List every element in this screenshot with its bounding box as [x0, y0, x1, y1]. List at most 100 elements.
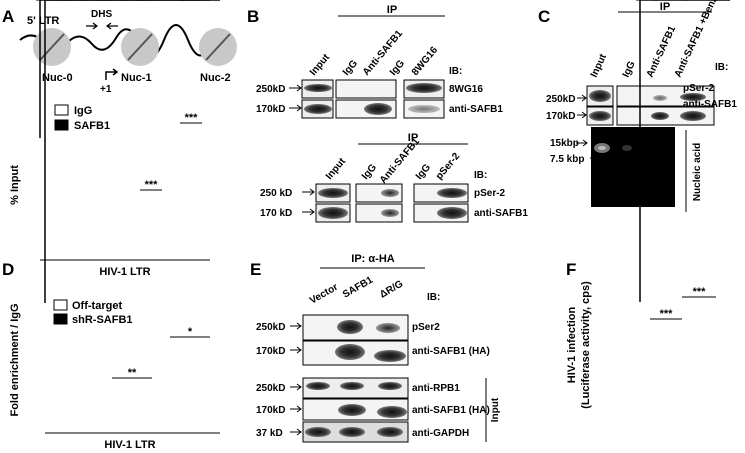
- significance-label: **: [128, 367, 137, 379]
- panel-letter-b: B: [247, 7, 259, 26]
- arrow-icon: [289, 104, 302, 112]
- mw-label: 250kD: [256, 383, 285, 394]
- mw-label: 170kD: [256, 104, 285, 115]
- y-tick-label: 0.5: [20, 0, 34, 3]
- arrow-icon: [590, 154, 600, 162]
- blot-anti-safb1: [301, 99, 445, 119]
- ib-label: pSer-2: [683, 83, 715, 94]
- lane-label: Input: [324, 156, 349, 182]
- category-label: Nuc-1: [131, 0, 162, 3]
- ib-label: anti-SAFB1: [474, 208, 528, 219]
- size-marker-label: 15kbp: [550, 138, 579, 149]
- y-tick-label: 0.4: [20, 0, 34, 3]
- arrow-icon: [302, 208, 315, 216]
- panel-f: F 0200004000060000VectorSAFB1ΔR/G****** …: [566, 0, 730, 409]
- tss-label: +1: [100, 84, 112, 95]
- input-label: Input: [490, 397, 501, 422]
- panel-a: A 5' LTR DHS +1 Nuc-0 Nuc-1 Nuc-2 00.10.…: [2, 0, 237, 278]
- legend-label-safb1: SAFB1: [74, 120, 110, 132]
- ib-label: 8WG16: [449, 84, 483, 95]
- lane-label: pSer-2: [434, 151, 463, 182]
- blot-pser2: [302, 314, 409, 341]
- panel-letter-a: A: [2, 7, 14, 26]
- category-label: Nuc-0: [46, 0, 77, 3]
- significance-label: ***: [693, 286, 707, 298]
- ib-label: IB:: [474, 170, 487, 181]
- category-label: Nuc-0: [59, 0, 90, 3]
- category-label: ΔR/G: [701, 0, 728, 3]
- legend-swatch-off-target: [53, 299, 68, 311]
- y-tick-label: 12: [27, 0, 39, 3]
- mw-label: 170 kD: [260, 208, 292, 219]
- panel-letter-f: F: [566, 260, 576, 279]
- nuc-label: Nuc-1: [121, 72, 152, 84]
- nucleosome-icon: [121, 28, 159, 66]
- ib-label: anti-GAPDH: [412, 428, 469, 439]
- lane-label: Input: [308, 52, 333, 78]
- ltr-label: 5' LTR: [27, 15, 59, 27]
- ib-label: anti-SAFB1 (HA): [412, 405, 490, 416]
- ip-label: IP: [408, 132, 418, 144]
- y-axis-label: HIV-1 infection: [566, 307, 578, 384]
- y-tick-label: 20: [27, 0, 39, 3]
- blot-pser2: [586, 85, 715, 107]
- ib-label: IB:: [427, 292, 440, 303]
- ib-label: IB:: [449, 66, 462, 77]
- lane-label: ΔR/G: [378, 278, 405, 300]
- y-tick-label: 0.6: [20, 0, 34, 3]
- mw-label: 250 kD: [260, 188, 292, 199]
- mw-label: 250kD: [256, 84, 285, 95]
- legend-swatch-shr-safb1: [53, 313, 68, 325]
- lane-label: 8WG16: [410, 45, 440, 78]
- lane-label: Anti-SAFB1: [378, 136, 422, 186]
- mw-label: 37 kD: [256, 428, 283, 439]
- arrow-icon: [577, 94, 587, 102]
- arrow-icon: [290, 322, 302, 330]
- ib-label: anti-SAFB1: [449, 104, 503, 115]
- lane-label: IgG: [621, 59, 638, 79]
- lane-label: IgG: [360, 162, 379, 182]
- lane-label: Input: [589, 52, 610, 79]
- arrow-icon: [290, 405, 302, 413]
- y-tick-label: 16: [27, 0, 39, 3]
- group-label: HIV-1 LTR: [104, 439, 155, 451]
- mw-label: 250kD: [256, 322, 285, 333]
- nuc-label: Nuc-2: [200, 72, 231, 84]
- category-label: DHS: [92, 0, 115, 3]
- arrow-icon: [289, 84, 302, 92]
- size-marker-label: 7.5 kbp: [550, 154, 584, 165]
- y-tick-label: 4: [33, 0, 40, 3]
- y-tick-label: 60000: [603, 0, 634, 3]
- ip-label: IP: [387, 4, 397, 16]
- legend-label-shr-safb1: shR-SAFB1: [72, 314, 133, 326]
- lane-label: Vector: [308, 282, 340, 307]
- y-tick-label: 0.2: [20, 0, 34, 3]
- panel-letter-e: E: [250, 260, 261, 279]
- arrow-icon: [290, 346, 302, 354]
- panel-letter-c: C: [538, 7, 550, 26]
- mw-label: 170kD: [256, 346, 285, 357]
- arrow-icon: [302, 188, 315, 196]
- y-tick-label: 8: [33, 0, 39, 3]
- category-label: Vector: [638, 0, 672, 3]
- category-label: Nuc-2: [173, 0, 204, 3]
- blot-anti-safb1: [315, 203, 469, 223]
- y-tick-label: 0.7: [20, 0, 34, 3]
- y-tick-label: 0: [33, 0, 39, 3]
- legend-label-igg: IgG: [74, 105, 92, 117]
- y-tick-label: 0.1: [20, 0, 34, 3]
- significance-label: ***: [660, 308, 674, 320]
- y-tick-label: 20000: [603, 0, 634, 3]
- blot-8wg16: [301, 79, 445, 99]
- ib-label: IB:: [715, 62, 728, 73]
- dhs-arrows-icon: [86, 22, 118, 30]
- ip-label: IP: [660, 1, 670, 13]
- gel-image: [591, 127, 675, 207]
- tss-arrow-icon: [105, 68, 119, 80]
- blot-anti-safb1-ha: [302, 340, 409, 366]
- ib-label: pSer-2: [474, 188, 506, 199]
- significance-label: ***: [185, 112, 199, 124]
